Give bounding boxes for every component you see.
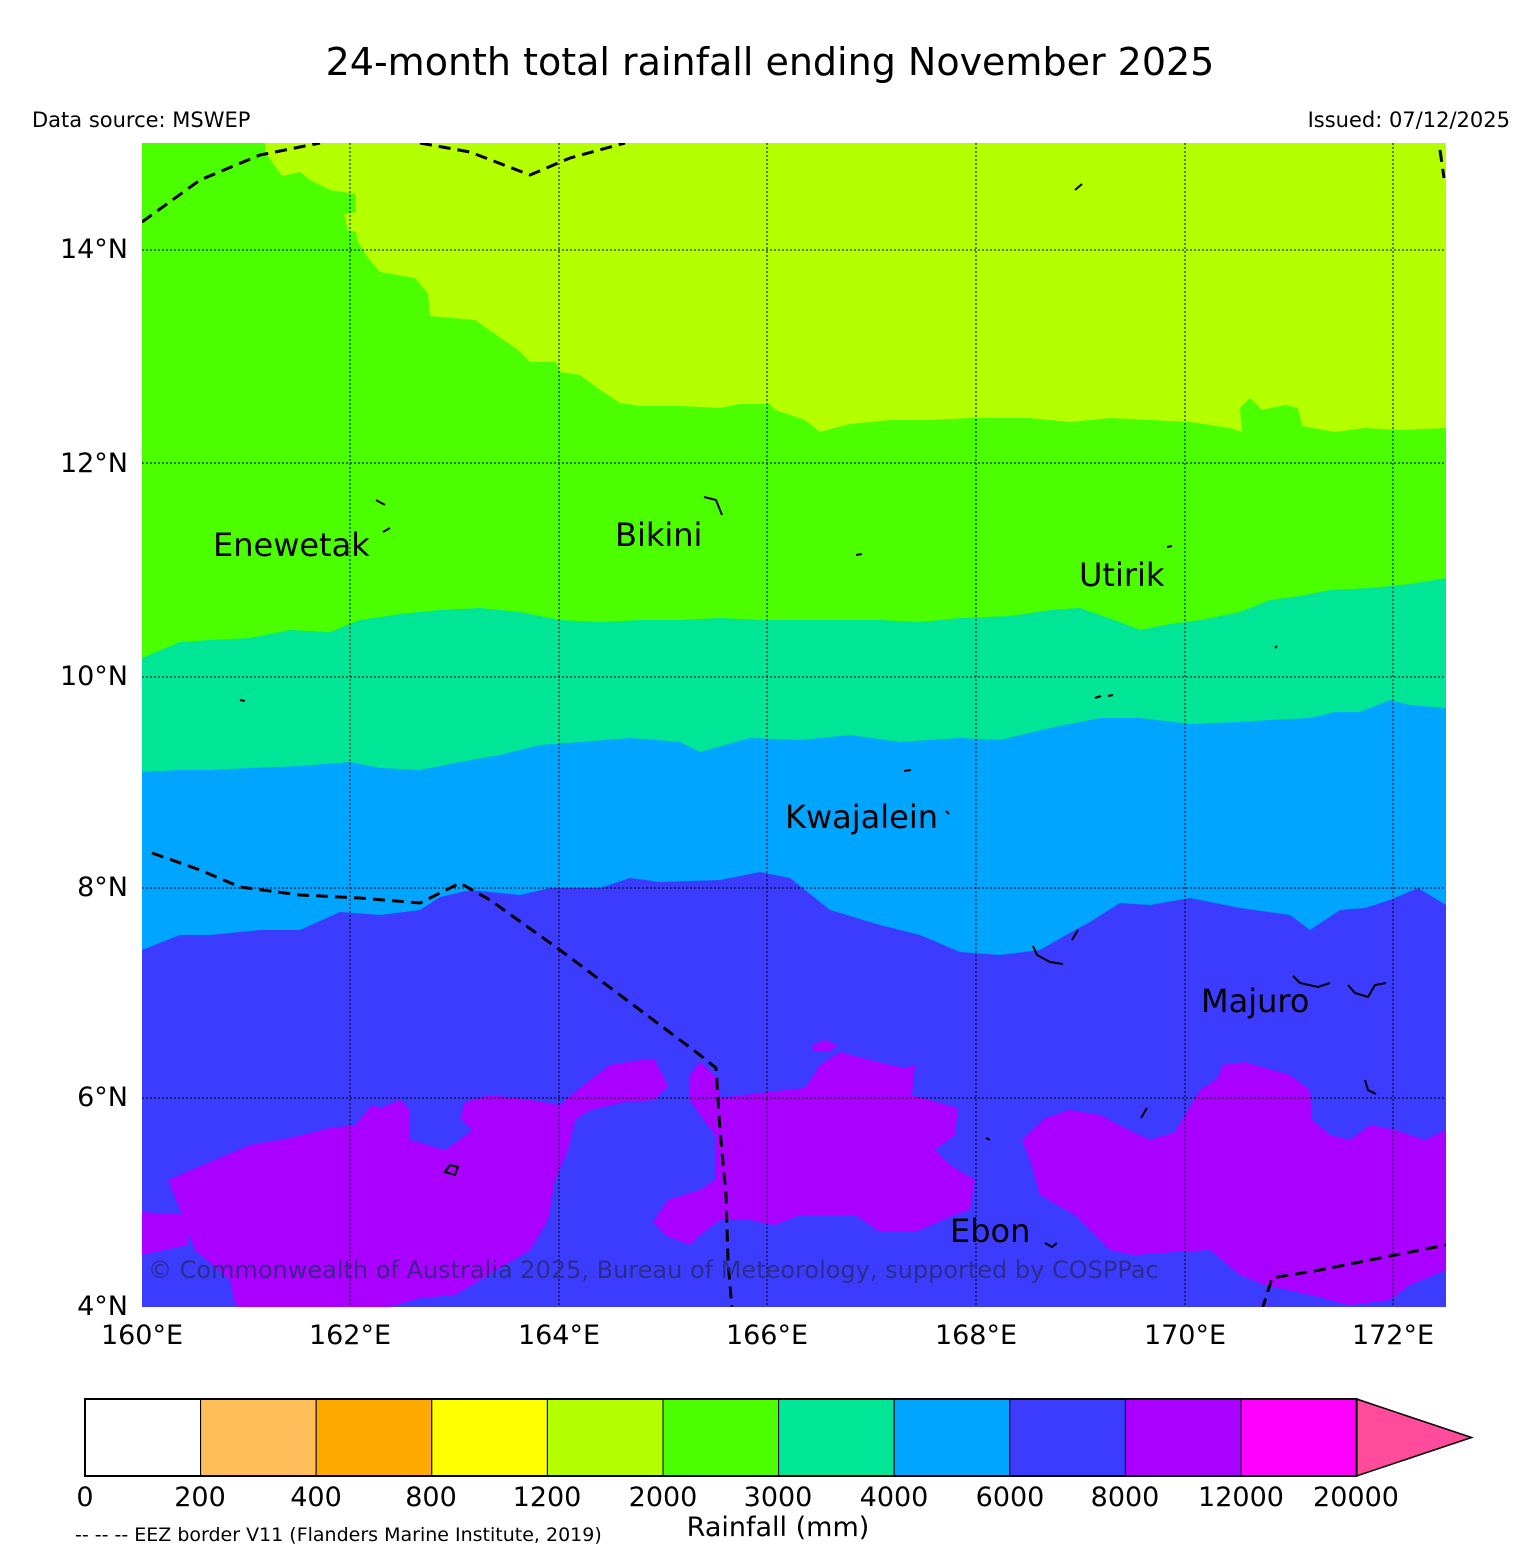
lon-label-172e: 172°E (1351, 1320, 1435, 1351)
lon-label-164e: 164°E (517, 1320, 601, 1351)
place-label-utirik: Utirik (1079, 556, 1165, 594)
colorbar-tick: 0 (76, 1482, 94, 1513)
colorbar-tick: 1200 (512, 1482, 582, 1513)
colorbar-tick: 12000 (1198, 1482, 1284, 1513)
colorbar-tick: 3000 (743, 1482, 813, 1513)
colorbar-extend-arrow (1355, 1397, 1474, 1478)
colorbar-tick: 2000 (628, 1482, 698, 1513)
lat-label-4n: 4°N (77, 1291, 128, 1322)
issued-date-label: Issued: 07/12/2025 (1307, 108, 1510, 132)
place-label-bikini: Bikini (615, 516, 702, 554)
lat-label-10n: 10°N (59, 661, 128, 692)
eez-border (142, 143, 1446, 1307)
colorbar-tick: 400 (290, 1482, 342, 1513)
lon-label-170e: 170°E (1143, 1320, 1227, 1351)
place-label-kwajalein: Kwajalein (785, 798, 938, 836)
lat-label-14n: 14°N (59, 234, 128, 265)
colorbar-tick: 8000 (1090, 1482, 1160, 1513)
colorbar-segment (662, 1398, 780, 1477)
colorbar-segment (893, 1398, 1011, 1477)
island-outlines (239, 183, 1387, 1249)
colorbar-segment (431, 1398, 548, 1477)
colorbar-tick: 20000 (1313, 1482, 1399, 1513)
colorbar-label: Rainfall (mm) (686, 1512, 870, 1543)
lon-label-160e: 160°E (100, 1320, 184, 1351)
colorbar-segment (84, 1398, 202, 1477)
colorbar-tick: 800 (405, 1482, 457, 1513)
colorbar-tick: 200 (174, 1482, 226, 1513)
colorbar (84, 1397, 1474, 1478)
lon-label-168e: 168°E (934, 1320, 1018, 1351)
colorbar-segment (1240, 1398, 1358, 1477)
eez-legend-note: -- -- -- EEZ border V11 (Flanders Marine… (75, 1524, 602, 1546)
zone-1200-2000 (265, 143, 1446, 432)
place-label-enewetak: Enewetak (213, 526, 370, 564)
lat-label-8n: 8°N (77, 872, 128, 903)
lon-label-162e: 162°E (308, 1320, 392, 1351)
map-title: 24-month total rainfall ending November … (325, 40, 1215, 84)
colorbar-segment (315, 1398, 433, 1477)
colorbar-tick: 6000 (975, 1482, 1045, 1513)
colorbar-segment (1009, 1398, 1126, 1477)
place-label-majuro: Majuro (1201, 982, 1309, 1020)
colorbar-segment (778, 1398, 895, 1477)
zone-8000-12000 (142, 1040, 1446, 1307)
colorbar-tick: 4000 (859, 1482, 929, 1513)
lon-label-166e: 166°E (725, 1320, 809, 1351)
lat-label-12n: 12°N (59, 448, 128, 479)
copyright-notice: © Commonwealth of Australia 2025, Bureau… (148, 1256, 1159, 1284)
lat-label-6n: 6°N (77, 1082, 128, 1113)
colorbar-frame (84, 1398, 1358, 1477)
graticule (142, 143, 1446, 1307)
place-label-ebon: Ebon (950, 1212, 1030, 1250)
colorbar-segment (546, 1398, 664, 1477)
colorbar-segment (200, 1398, 317, 1477)
colorbar-segment (1124, 1398, 1242, 1477)
data-source-label: Data source: MSWEP (32, 108, 251, 132)
